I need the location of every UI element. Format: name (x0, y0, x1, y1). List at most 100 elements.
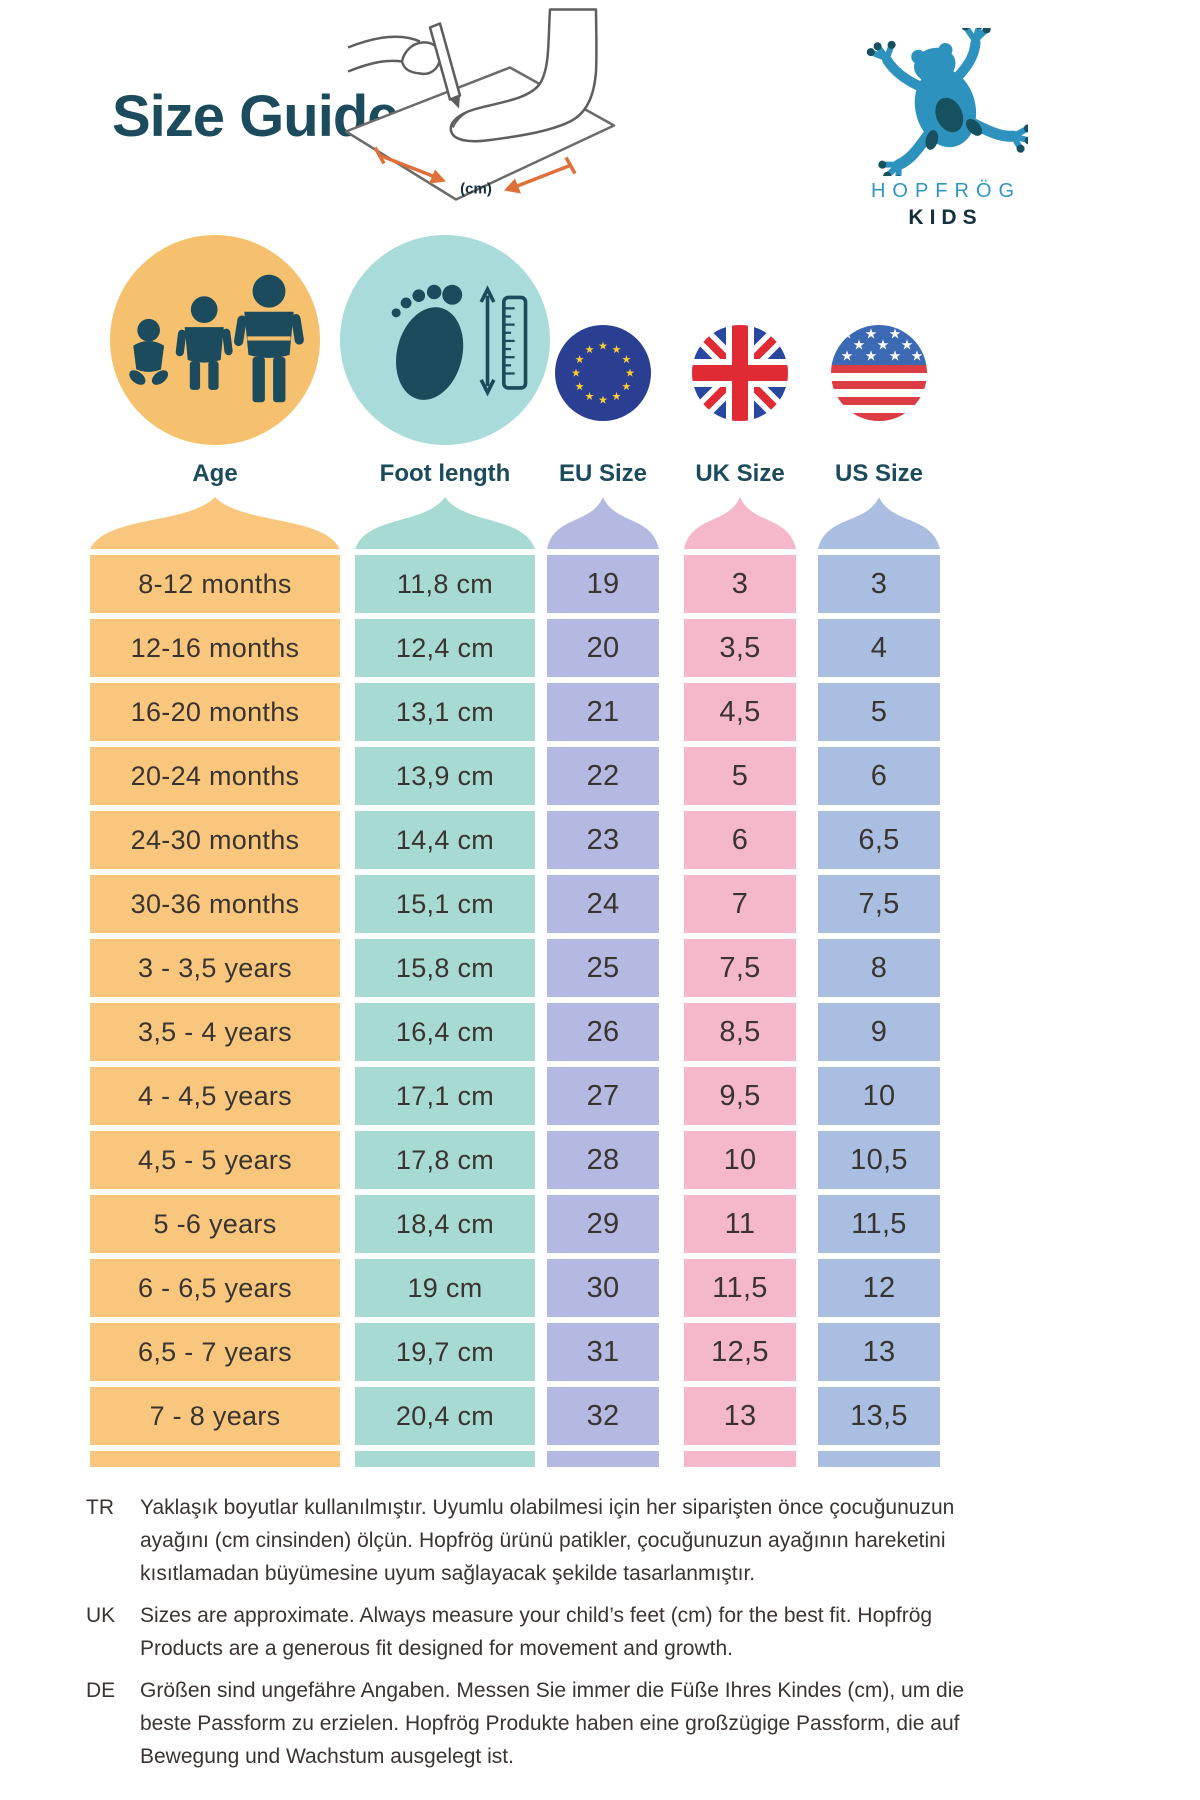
cell-uk-row-13: 13 (684, 1387, 796, 1445)
cell-eu-row-2: 21 (547, 683, 659, 741)
frog-logo-icon (866, 28, 1028, 176)
cell-foot-row-1: 12,4 cm (355, 619, 535, 677)
column-arch (547, 497, 659, 549)
age-circle (110, 235, 320, 445)
cell-eu-row-0: 19 (547, 555, 659, 613)
column-foot-length: Foot length 11,8 cm 12,4 cm 13,1 cm 13,9 cm… (340, 235, 550, 1467)
cell-eu-row-8: 27 (547, 1067, 659, 1125)
cell-age-row-2: 16-20 months (90, 683, 340, 741)
foot-cells: 11,8 cm 12,4 cm 13,1 cm 13,9 cm 14,4 cm 15,1 … (355, 555, 535, 1445)
cell-uk-row-7: 8,5 (684, 1003, 796, 1061)
cell-age-row-12: 6,5 - 7 years (90, 1323, 340, 1381)
cell-uk-row-0: 3 (684, 555, 796, 613)
cell-eu-row-12: 31 (547, 1323, 659, 1381)
cell-uk-row-8: 9,5 (684, 1067, 796, 1125)
cell-age-row-1: 12-16 months (90, 619, 340, 677)
cell-age-row-5: 30-36 months (90, 875, 340, 933)
cell-eu-row-10: 29 (547, 1195, 659, 1253)
column-stub (818, 1451, 940, 1467)
cell-age-row-7: 3,5 - 4 years (90, 1003, 340, 1061)
note-text-uk: Sizes are approximate. Always measure yo… (140, 1603, 933, 1660)
cell-us-row-13: 13,5 (818, 1387, 940, 1445)
cell-age-row-4: 24-30 months (90, 811, 340, 869)
cell-uk-row-11: 11,5 (684, 1259, 796, 1317)
column-label-eu-size: EU Size (558, 460, 648, 487)
cell-us-row-0: 3 (818, 555, 940, 613)
cell-uk-row-6: 7,5 (684, 939, 796, 997)
cell-eu-row-7: 26 (547, 1003, 659, 1061)
cell-age-row-11: 6 - 6,5 years (90, 1259, 340, 1317)
cell-uk-row-4: 6 (684, 811, 796, 869)
foot-outline (449, 8, 598, 143)
foot-measuring-illustration: (cm) (344, 8, 616, 201)
cell-foot-row-5: 15,1 cm (355, 875, 535, 933)
uk-cells: 3 3,5 4,5 5 6 7 7,5 8,5 9,5 10 11 11,5 12,5 13 (684, 555, 796, 1445)
cell-eu-row-9: 28 (547, 1131, 659, 1189)
note-lang-tr: TR (86, 1496, 114, 1519)
column-label-us-size: US Size (834, 460, 924, 487)
cell-us-row-1: 4 (818, 619, 940, 677)
note-text-de: Größen sind ungefähre Angaben. Messen Si… (140, 1678, 965, 1768)
column-arch (818, 497, 940, 549)
cell-us-row-3: 6 (818, 747, 940, 805)
cell-foot-row-10: 18,4 cm (355, 1195, 535, 1253)
column-stub (684, 1451, 796, 1467)
cell-us-row-7: 9 (818, 1003, 940, 1061)
cell-uk-row-1: 3,5 (684, 619, 796, 677)
column-label-foot-length: Foot length (379, 460, 511, 487)
cell-us-row-9: 10,5 (818, 1131, 940, 1189)
note-tr: TR Yaklaşık boyutlar kullanılmıştır. Uyu… (86, 1492, 1066, 1591)
column-uk-size: UK Size 3 3,5 4,5 5 6 7 7,5 8,5 9,5 10 11 11,5 12,5 1… (684, 235, 796, 1467)
column-arch (90, 497, 340, 549)
column-stub (547, 1451, 659, 1467)
cell-us-row-5: 7,5 (818, 875, 940, 933)
uk-flag-icon (692, 325, 788, 421)
note-lang-uk: UK (86, 1603, 116, 1627)
cm-dimension-arrows (373, 146, 577, 194)
cell-foot-row-8: 17,1 cm (355, 1067, 535, 1125)
cell-foot-row-13: 20,4 cm (355, 1387, 535, 1445)
cell-foot-row-0: 11,8 cm (355, 555, 535, 613)
cell-age-row-9: 4,5 - 5 years (90, 1131, 340, 1189)
cell-us-row-8: 10 (818, 1067, 940, 1125)
cell-age-row-13: 7 - 8 years (90, 1387, 340, 1445)
footer-notes: TR Yaklaşık boyutlar kullanılmıştır. Uyu… (86, 1492, 1066, 1783)
cell-age-row-8: 4 - 4,5 years (90, 1067, 340, 1125)
note-uk: UK Sizes are approximate. Always measure… (86, 1600, 1066, 1666)
cell-us-row-11: 12 (818, 1259, 940, 1317)
height-arrow-icon (479, 285, 496, 397)
eu-cells: 19 20 21 22 23 24 25 26 27 28 29 30 31 32 (547, 555, 659, 1445)
ruler-icon (501, 295, 528, 390)
foot-length-icon (391, 284, 528, 400)
note-lang-de: DE (86, 1678, 116, 1702)
cell-eu-row-4: 23 (547, 811, 659, 869)
brand-sub: KIDS (908, 206, 983, 229)
note-de: DE Größen sind ungefähre Angaben. Messen… (86, 1675, 1066, 1774)
column-arch (684, 497, 796, 549)
brand-logo: HOPFRÖG KIDS (840, 28, 1045, 230)
brand-name: HOPFRÖG (870, 180, 1022, 202)
us-flag-icon (831, 325, 927, 421)
cell-uk-row-12: 12,5 (684, 1323, 796, 1381)
cell-us-row-2: 5 (818, 683, 940, 741)
column-arch (355, 497, 535, 549)
cell-uk-row-10: 11 (684, 1195, 796, 1253)
eu-flag-icon (555, 325, 651, 421)
cell-eu-row-13: 32 (547, 1387, 659, 1445)
cell-uk-row-2: 4,5 (684, 683, 796, 741)
us-cells: 3 4 5 6 6,5 7,5 8 9 10 10,5 11,5 12 13 13,5 (818, 555, 940, 1445)
cell-foot-row-12: 19,7 cm (355, 1323, 535, 1381)
cell-us-row-10: 11,5 (818, 1195, 940, 1253)
cell-foot-row-4: 14,4 cm (355, 811, 535, 869)
column-label-age: Age (192, 460, 238, 487)
cell-uk-row-5: 7 (684, 875, 796, 933)
cell-uk-row-3: 5 (684, 747, 796, 805)
column-eu-size: EU Size 19 20 21 22 23 24 25 26 27 28 29 30 31 32 (547, 235, 659, 1467)
cell-uk-row-9: 10 (684, 1131, 796, 1189)
cell-eu-row-6: 25 (547, 939, 659, 997)
cell-age-row-0: 8-12 months (90, 555, 340, 613)
cm-caption: (cm) (460, 181, 492, 198)
age-cells: 8-12 months 12-16 months 16-20 months 20-24… (90, 555, 340, 1445)
cell-age-row-10: 5 -6 years (90, 1195, 340, 1253)
